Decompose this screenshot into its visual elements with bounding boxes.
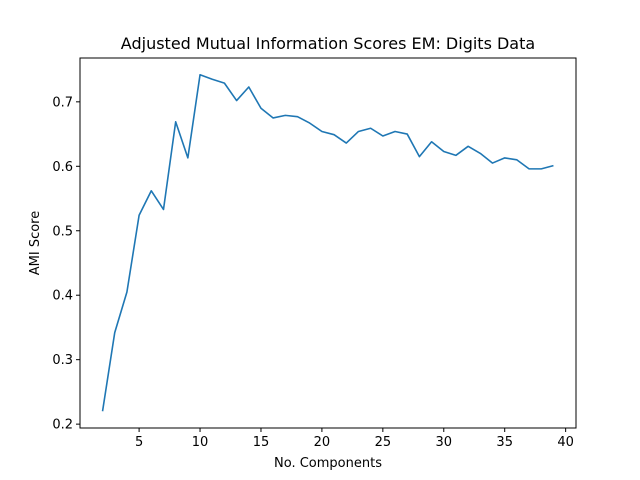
x-tick-label: 20 bbox=[314, 435, 331, 450]
x-tick-label: 25 bbox=[375, 435, 392, 450]
x-axis: 5 10 15 20 25 30 35 40 bbox=[135, 428, 574, 450]
y-axis: 0.2 0.3 0.4 0.5 0.6 0.7 bbox=[52, 95, 80, 433]
ami-score-line bbox=[101, 73, 554, 412]
y-tick-label: 0.4 bbox=[52, 289, 73, 304]
chart-title: Adjusted Mutual Information Scores EM: D… bbox=[121, 34, 535, 53]
plot-frame bbox=[79, 57, 577, 429]
y-tick-label: 0.5 bbox=[52, 224, 73, 239]
plot-background bbox=[80, 58, 576, 428]
x-tick-label: 35 bbox=[496, 435, 513, 450]
y-tick-label: 0.7 bbox=[52, 95, 73, 110]
x-axis-label: No. Components bbox=[274, 456, 382, 471]
x-tick-label: 15 bbox=[253, 435, 270, 450]
x-tick-label: 5 bbox=[135, 435, 143, 450]
y-tick-label: 0.2 bbox=[52, 418, 73, 433]
x-tick-label: 40 bbox=[557, 435, 574, 450]
y-tick-label: 0.3 bbox=[52, 353, 73, 368]
plot-area bbox=[79, 57, 577, 429]
y-axis-label: AMI Score bbox=[28, 211, 43, 276]
x-tick-label: 30 bbox=[436, 435, 453, 450]
x-tick-label: 10 bbox=[192, 435, 209, 450]
y-tick-label: 0.6 bbox=[52, 160, 73, 175]
